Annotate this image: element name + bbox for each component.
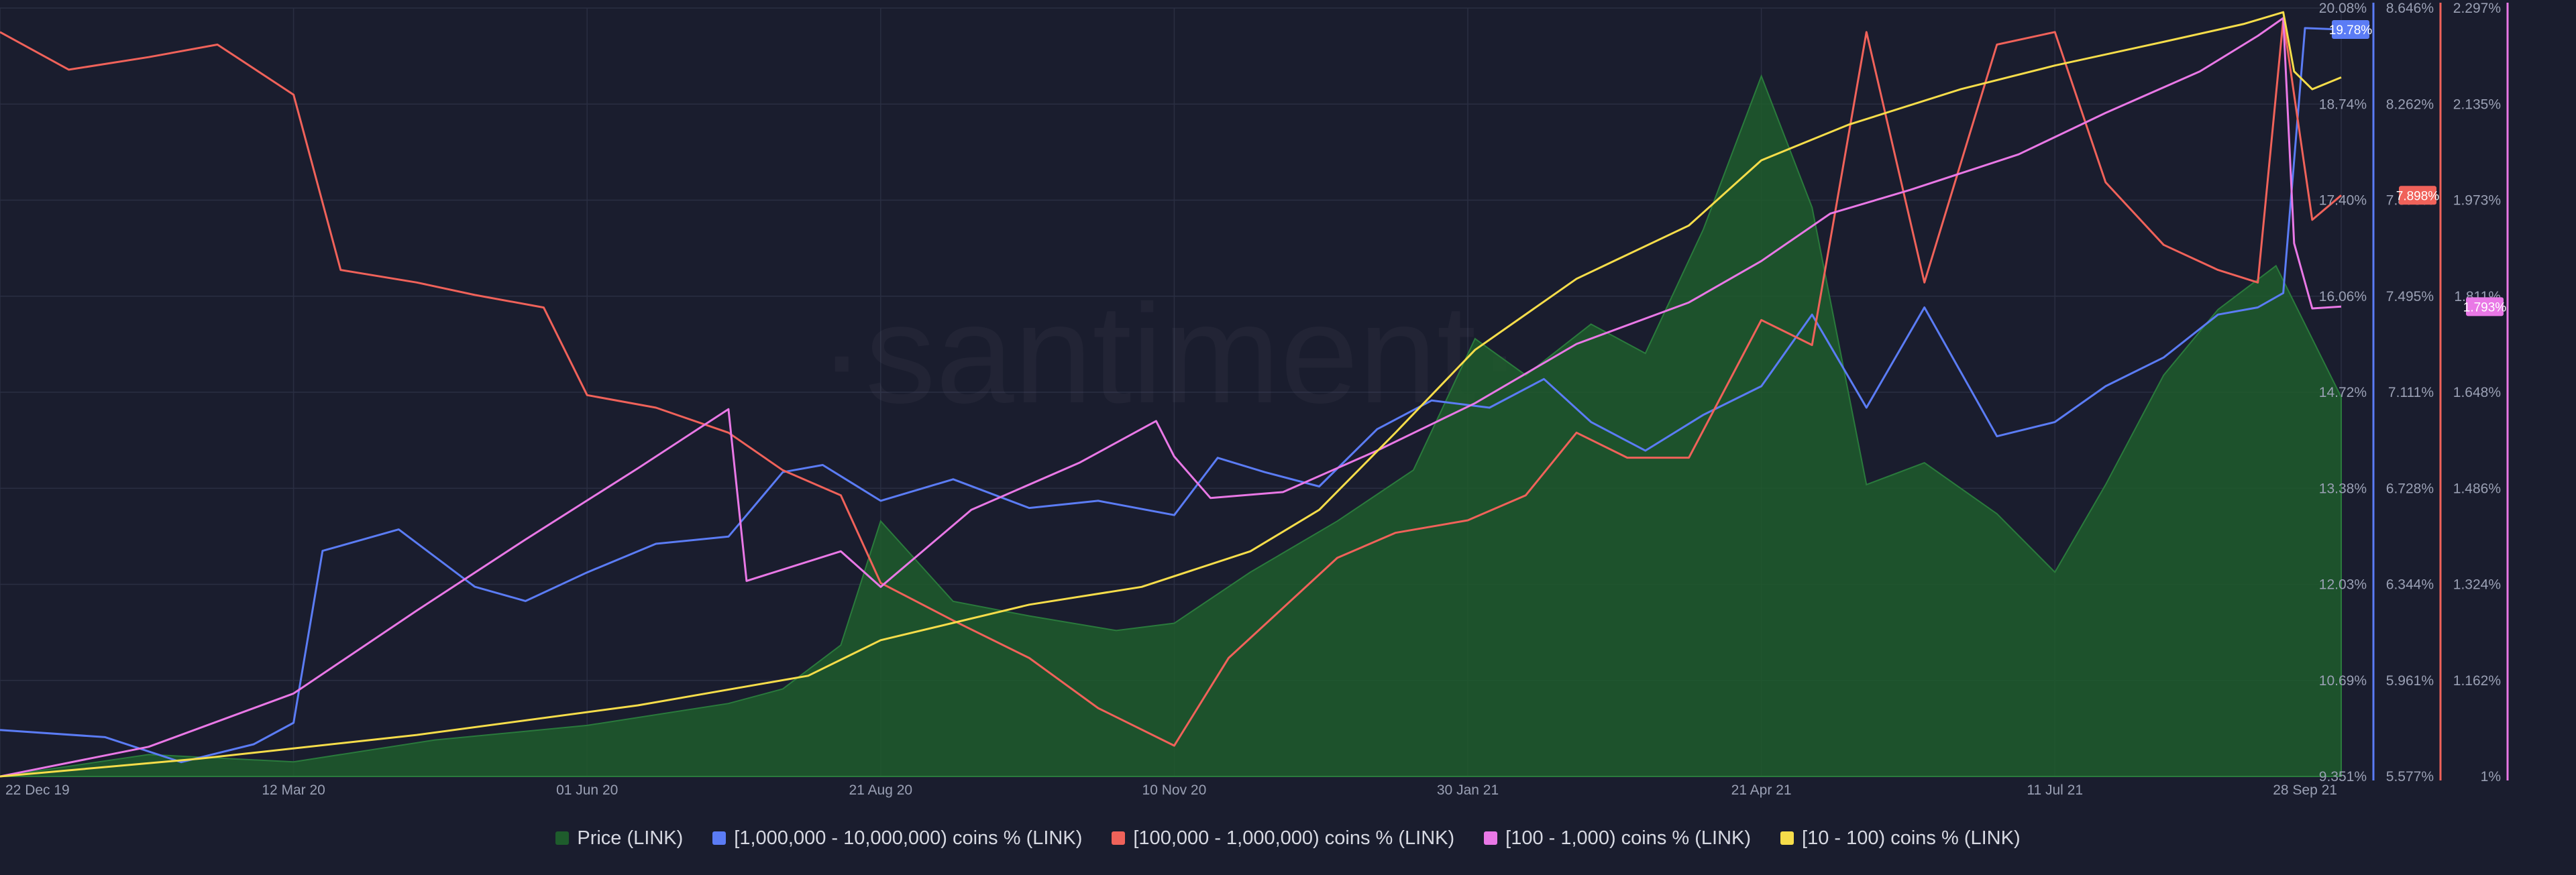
x-tick-label: 30 Jan 21	[1437, 782, 1499, 798]
legend-swatch	[555, 831, 570, 845]
legend-item[interactable]: [1,000,000 - 10,000,000) coins % (LINK)	[712, 827, 1082, 850]
y-tick-label: 2.297%	[2453, 1, 2501, 16]
y-tick-label: 5.961%	[2386, 673, 2434, 689]
series-line-2	[0, 18, 2342, 747]
x-tick-label: 21 Apr 21	[1731, 782, 1792, 798]
value-badge	[2332, 20, 2369, 40]
y-tick-label: 10.69%	[2319, 673, 2367, 689]
y-tick-label: 1%	[2481, 769, 2501, 784]
series-line-1	[0, 27, 2342, 764]
legend-label: [100,000 - 1,000,000) coins % (LINK)	[1133, 827, 1455, 849]
y-tick-label: 17.40%	[2319, 193, 2367, 209]
legend-swatch	[1780, 831, 1794, 845]
value-badge-label: 19.78%	[2329, 23, 2373, 38]
legend-label: [1,000,000 - 10,000,000) coins % (LINK)	[734, 827, 1083, 849]
y-tick-label: 14.72%	[2319, 385, 2367, 400]
y-tick-label: 1.648%	[2453, 385, 2501, 400]
x-tick-label: 01 Jun 20	[556, 782, 618, 798]
legend-item[interactable]: Price (LINK)	[555, 827, 683, 850]
axes: 22 Dec 19 12 Mar 20 01 Jun 20 21 Aug 20 10 N…	[5, 1, 2509, 798]
legend-item[interactable]: [100,000 - 1,000,000) coins % (LINK)	[1112, 827, 1454, 850]
y-tick-label: 13.38%	[2319, 481, 2367, 496]
value-badge-label: 7.898%	[2396, 189, 2440, 203]
legend-label: [10 - 100) coins % (LINK)	[1802, 827, 2021, 849]
y-tick-label: 1.162%	[2453, 673, 2501, 689]
value-badge	[2466, 297, 2504, 316]
y-tick-label: 12.03%	[2319, 577, 2367, 593]
y-tick-label: 5.577%	[2386, 769, 2434, 784]
y-tick-label: 20.08%	[2319, 1, 2367, 16]
value-badge-label: 1.793%	[2463, 300, 2507, 314]
x-tick-label: 11 Jul 21	[2027, 782, 2083, 798]
legend-item[interactable]: [10 - 100) coins % (LINK)	[1780, 827, 2021, 850]
value-badges: 19.78% 7.898% 1.793%	[2329, 20, 2507, 316]
y-tick-label: 16.06%	[2319, 289, 2367, 304]
legend-swatch	[1112, 831, 1126, 845]
price-area	[0, 74, 2342, 777]
x-tick-label: 28 Sep 21	[2273, 782, 2337, 798]
legend-label: [100 - 1,000) coins % (LINK)	[1505, 827, 1752, 849]
y-tick-label: 6.344%	[2386, 577, 2434, 593]
series-line-3	[0, 17, 2342, 778]
value-badge	[2399, 186, 2436, 205]
series-layer	[0, 11, 2342, 778]
y-tick-label: 1.973%	[2453, 193, 2501, 209]
y-tick-label: 9.351%	[2319, 769, 2367, 784]
legend-label: Price (LINK)	[577, 827, 684, 849]
x-tick-label: 12 Mar 20	[262, 782, 325, 798]
x-tick-label: 10 Nov 20	[1142, 782, 1207, 798]
legend: Price (LINK) [1,000,000 - 10,000,000) coi…	[0, 819, 2576, 857]
y-tick-label: 6.728%	[2386, 481, 2434, 496]
y-tick-label: 1.324%	[2453, 577, 2501, 593]
x-tick-label: 21 Aug 20	[849, 782, 913, 798]
series-line-4	[0, 11, 2342, 778]
legend-swatch	[1484, 831, 1498, 845]
legend-item[interactable]: [100 - 1,000) coins % (LINK)	[1484, 827, 1751, 850]
y-tick-label: 8.646%	[2386, 1, 2434, 16]
legend-swatch	[712, 831, 727, 845]
y-tick-label: 1.486%	[2453, 481, 2501, 496]
y-tick-label: 2.135%	[2453, 97, 2501, 112]
x-tick-label: 22 Dec 19	[5, 782, 70, 798]
y-tick-label: 8.262%	[2386, 97, 2434, 112]
y-tick-label: 7.111%	[2388, 385, 2434, 400]
y-tick-label: 18.74%	[2319, 97, 2367, 112]
y-tick-label: 7.495%	[2386, 289, 2434, 304]
